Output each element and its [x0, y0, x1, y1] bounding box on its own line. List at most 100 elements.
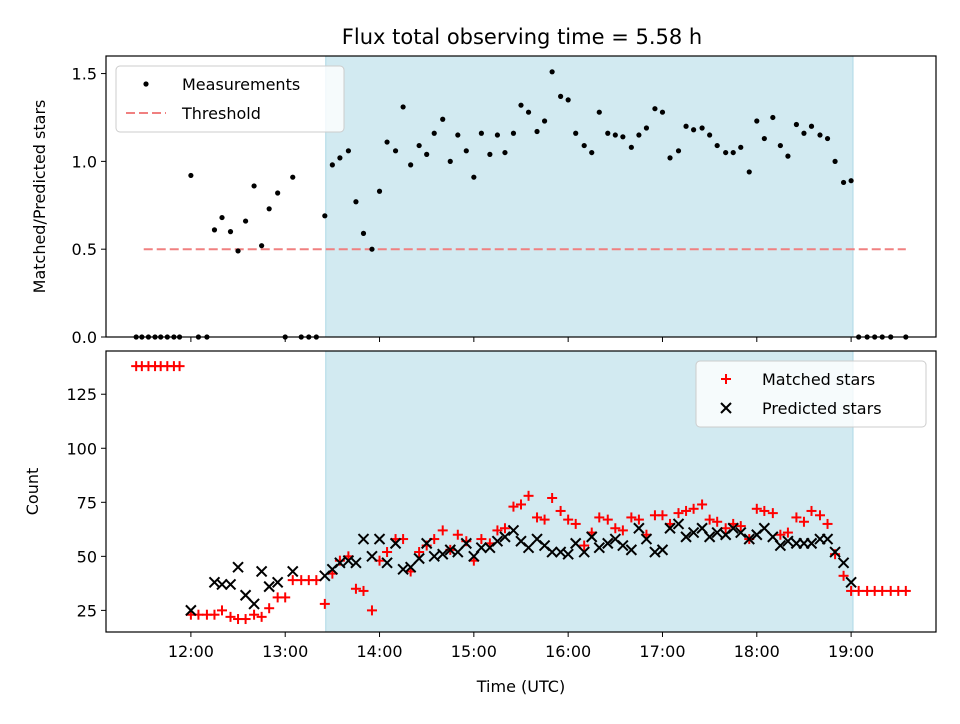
matched-stars-point: [617, 525, 628, 536]
measurement-point: [242, 218, 249, 224]
predicted-x-b: [656, 544, 669, 556]
predicted-stars-point: [687, 526, 700, 539]
chart-title: Flux total observing time = 5.58 h: [342, 25, 702, 49]
measurement-point: [628, 144, 634, 150]
predicted-x-b: [664, 522, 676, 534]
predicted-x-b: [413, 552, 425, 565]
matched-stars-point: [382, 547, 393, 558]
predicted-stars-point: [522, 541, 535, 554]
bottom-panel: 25 50 75 100 125 12:00 13:00 14:00 15:00 16:00 17:…: [23, 350, 937, 696]
predicted-x-b: [216, 578, 228, 591]
predicted-stars-point: [334, 557, 346, 569]
predicted-x-b: [593, 541, 605, 554]
top-ytick-label: 1.0: [72, 152, 97, 171]
measurement-point: [596, 109, 602, 115]
measurement-point: [605, 130, 611, 136]
matched-stars-point: [516, 499, 526, 510]
measurement-point: [723, 149, 729, 156]
measurement-point: [424, 151, 430, 157]
matched-stars-point: [319, 598, 330, 609]
measurement-point: [518, 102, 524, 108]
measurement-point: [793, 121, 800, 128]
predicted-x-b: [837, 557, 850, 569]
measurement-point: [447, 158, 453, 164]
measurement-point: [455, 132, 461, 138]
matched-stars-point: [626, 512, 637, 523]
xtick-label: 19:00: [828, 642, 874, 661]
top-ytick-label: 0.0: [72, 328, 97, 347]
predicted-stars-point: [224, 578, 237, 591]
predicted-stars-point: [837, 557, 850, 569]
predicted-x-b: [185, 604, 197, 617]
predicted-stars-point: [602, 537, 614, 550]
top-ytick-label: 0.5: [72, 240, 97, 259]
predicted-x-b: [735, 526, 747, 539]
measurement-point: [652, 106, 658, 112]
predicted-x-b: [397, 563, 409, 576]
matched-stars-point: [264, 603, 275, 614]
predicted-stars-point: [562, 548, 574, 560]
matched-stars-point: [414, 547, 425, 558]
matched-stars-point: [798, 516, 809, 527]
matched-stars-point: [249, 609, 260, 620]
predicted-x-b: [452, 546, 464, 558]
predicted-x-b: [271, 576, 284, 588]
measurement-point: [832, 158, 838, 164]
matched-stars-point: [704, 514, 715, 525]
measurement-point: [770, 114, 776, 121]
measurement-point: [408, 162, 414, 168]
predicted-x-b: [617, 539, 629, 552]
predicted-x-b: [546, 546, 558, 558]
measurement-point: [667, 155, 673, 161]
matched-stars-point: [217, 605, 228, 616]
predicted-x-b: [389, 537, 402, 550]
predicted-stars-point: [735, 526, 747, 539]
predicted-x-b: [562, 548, 574, 560]
matched-stars-point: [877, 585, 888, 596]
predicted-stars-point: [507, 524, 520, 537]
predicted-stars-point: [357, 533, 370, 545]
matched-stars-point: [673, 508, 684, 519]
matched-stars-point: [547, 492, 558, 503]
matched-stars-point: [287, 575, 298, 586]
predicted-x-b: [499, 531, 511, 543]
xtick-label: 13:00: [262, 642, 308, 661]
matched-stars-point: [759, 505, 770, 516]
measurement-point: [714, 142, 720, 149]
matched-stars-point: [688, 503, 699, 514]
matched-stars-point: [570, 518, 581, 529]
legend-predicted-marker-b: [720, 402, 732, 414]
matched-stars-point: [523, 490, 534, 501]
matched-stars-point: [681, 505, 692, 516]
predicted-stars-point: [413, 552, 425, 565]
measurement-point: [510, 130, 517, 136]
predicted-x-b: [625, 544, 638, 556]
measurement-point: [817, 132, 823, 138]
predicted-x-b: [696, 522, 708, 534]
predicted-stars-point: [845, 576, 857, 588]
matched-stars-point: [358, 585, 369, 596]
matched-stars-point: [280, 592, 291, 603]
bottom-legend: Matched stars Predicted stars: [695, 360, 927, 428]
measurement-point: [612, 132, 618, 138]
matched-stars-point: [806, 505, 817, 516]
measurement-point: [754, 118, 760, 124]
measurement-point: [431, 130, 437, 136]
predicted-stars-point: [491, 535, 504, 547]
measurement-point: [384, 139, 390, 145]
predicted-stars-point: [373, 533, 386, 545]
measurement-point: [801, 130, 807, 136]
predicted-stars-point: [366, 550, 378, 563]
predicted-x-b: [782, 535, 794, 547]
measurement-point: [290, 174, 296, 180]
measurement-point: [738, 144, 744, 150]
measurement-point: [494, 132, 501, 138]
matched-stars-point: [555, 505, 566, 516]
measurement-point: [848, 178, 854, 184]
measurement-point: [400, 104, 406, 110]
predicted-x-b: [774, 539, 787, 552]
measurement-point: [707, 132, 713, 138]
predicted-stars-point: [664, 522, 676, 534]
measurement-point: [746, 169, 752, 175]
